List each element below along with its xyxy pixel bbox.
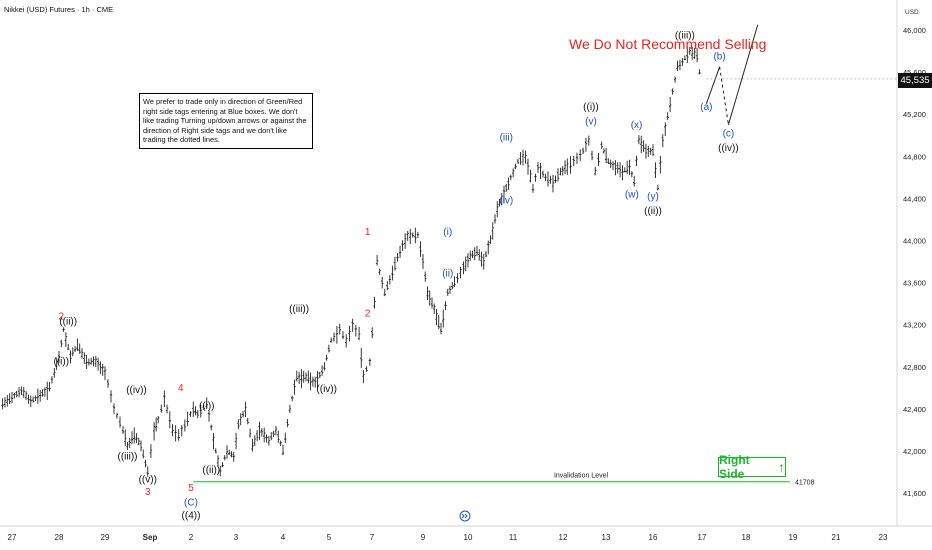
x-tick-label: 16	[649, 533, 658, 542]
y-tick-label: 44,000	[903, 237, 926, 246]
warning-text: We Do Not Recommend Selling	[569, 36, 767, 52]
x-tick-label: 12	[559, 533, 568, 542]
y-tick-label: 43,200	[903, 321, 926, 330]
x-tick-label: Sep	[143, 533, 158, 542]
wave-label: ((iii))	[289, 304, 309, 315]
y-tick-label: 46,000	[903, 26, 926, 35]
wave-label: (a)	[700, 102, 712, 113]
wave-label: 5	[188, 483, 194, 494]
x-tick-label: 13	[602, 533, 611, 542]
x-tick-label: 9	[421, 533, 426, 542]
x-tick-label: 23	[879, 533, 888, 542]
wave-label: (b)	[713, 51, 725, 62]
wave-label: (v)	[585, 117, 597, 128]
wave-label: ((4))	[182, 510, 201, 521]
invalidation-value: 41708	[795, 480, 815, 487]
x-tick-label: 27	[8, 533, 17, 542]
wave-label: ((ii))	[59, 317, 77, 328]
wave-label: ((i))	[199, 401, 215, 412]
trading-note: We prefer to trade only in direction of …	[139, 93, 313, 149]
replay-icon[interactable]	[459, 510, 471, 522]
x-tick-label: 21	[832, 533, 841, 542]
x-tick-label: 5	[327, 533, 332, 542]
up-arrow-icon: ↑	[778, 459, 785, 475]
y-tick-label: 42,000	[903, 447, 926, 456]
x-tick-label: 10	[464, 533, 473, 542]
wave-label: 3	[145, 487, 151, 498]
replay-icon-chevron-2	[464, 513, 468, 519]
wave-label: ((iii))	[118, 451, 138, 462]
y-tick-label: 43,600	[903, 279, 926, 288]
y-tick-label: 41,600	[903, 489, 926, 498]
y-tick-label: 42,400	[903, 405, 926, 414]
wave-label: ((iv))	[316, 384, 337, 395]
wave-label: (y)	[647, 191, 659, 202]
projection-solid-line	[727, 24, 759, 125]
wave-label: 2	[365, 308, 371, 319]
currency-label: USD	[905, 9, 919, 16]
x-tick-label: 18	[742, 533, 751, 542]
replay-icon-chevron-1	[461, 513, 465, 519]
wave-label: 4	[178, 383, 184, 394]
projection-dotted-line	[719, 66, 729, 125]
x-tick-label: 7	[370, 533, 375, 542]
wave-label: ((i))	[54, 357, 70, 368]
wave-label: (C)	[184, 498, 198, 509]
x-tick-label: 19	[789, 533, 798, 542]
x-tick-label: 11	[509, 533, 518, 542]
wave-label: ((iii))	[675, 30, 695, 41]
last-price-badge: 45,535	[898, 73, 932, 88]
x-tick-label: 3	[234, 533, 239, 542]
wave-label: ((ii))	[644, 206, 662, 217]
y-tick-label: 45,200	[903, 110, 926, 119]
wave-label: (iii)	[500, 133, 513, 144]
wave-label: ((ii))	[202, 465, 220, 476]
wave-label: (ii)	[442, 268, 453, 279]
wave-label: (x)	[631, 120, 643, 131]
wave-label: (i)	[443, 227, 452, 238]
wave-label: (w)	[625, 189, 639, 200]
wave-label: ((v))	[139, 475, 157, 486]
wave-label: (c)	[723, 128, 735, 139]
projection-line-b	[705, 66, 721, 104]
wave-label: ((i))	[583, 102, 599, 113]
y-tick-label: 44,400	[903, 194, 926, 203]
x-tick-label: 29	[101, 533, 110, 542]
x-tick-label: 17	[698, 533, 707, 542]
wave-label: 1	[365, 227, 371, 238]
right-side-label: Right Side	[719, 453, 750, 481]
x-tick-label: 4	[281, 533, 286, 542]
wave-label: 2	[59, 311, 65, 322]
right-side-tag: Right Side ↑	[718, 453, 786, 481]
x-tick-label: 28	[55, 533, 64, 542]
y-tick-label: 42,800	[903, 363, 926, 372]
y-tick-label: 45,600	[903, 68, 926, 77]
chart-title: Nikkei (USD) Futures · 1h · CME	[4, 5, 114, 14]
x-tick-label: 2	[189, 533, 194, 542]
y-tick-label: 44,800	[903, 152, 926, 161]
wave-label: ((iv))	[718, 143, 739, 154]
wave-label: (iv)	[499, 196, 513, 207]
invalidation-label: Invalidation Level	[554, 473, 609, 480]
wave-label: ((iv))	[126, 385, 147, 396]
